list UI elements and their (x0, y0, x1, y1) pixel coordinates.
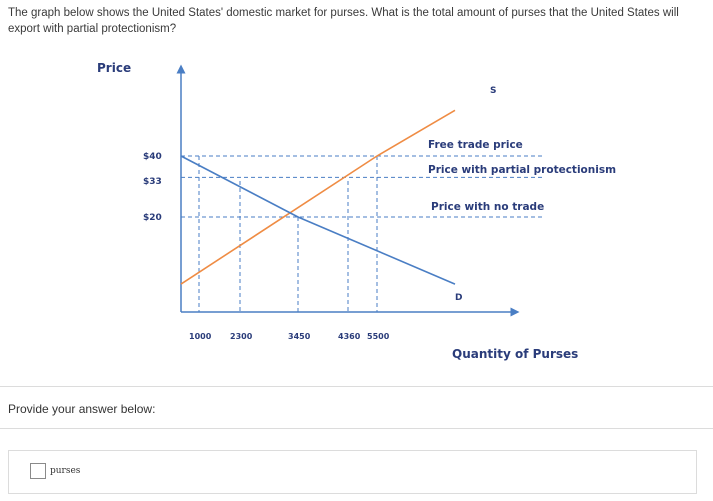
y-tick-label: $33 (143, 177, 162, 187)
x-tick-label: 1000 (189, 332, 212, 341)
y-tick-label: $20 (143, 213, 162, 223)
price-line-label-1: Price with partial protectionism (428, 164, 616, 176)
series-label-s: S (490, 86, 496, 96)
x-tick-label: 5500 (367, 332, 390, 341)
question-text: The graph below shows the United States'… (8, 7, 679, 35)
x-tick-label: 2300 (230, 332, 253, 341)
section-divider-2 (0, 428, 713, 429)
answer-box: purses (8, 450, 697, 494)
price-line-label-0: Free trade price (428, 139, 523, 151)
series-label-d: D (455, 293, 462, 303)
market-chart: Price Quantity of Purses S D $40 $33 $20 1000… (97, 61, 616, 361)
y-axis-label: Price (97, 61, 131, 75)
x-axis-label: Quantity of Purses (452, 347, 578, 361)
answer-prompt: Provide your answer below: (8, 402, 156, 416)
chart-plot-area: S D $40 $33 $20 1000 2300 3450 4360 5500 Free trad… (143, 64, 616, 341)
section-divider (0, 386, 713, 387)
answer-unit-label: purses (50, 466, 81, 476)
x-tick-label: 3450 (288, 332, 311, 341)
series-s-curve (180, 109, 456, 285)
x-tick-label: 4360 (338, 332, 361, 341)
y-tick-label: $40 (143, 152, 162, 162)
answer-input[interactable] (30, 463, 46, 479)
price-line-label-2: Price with no trade (431, 201, 544, 213)
series-d-curve (180, 155, 456, 285)
